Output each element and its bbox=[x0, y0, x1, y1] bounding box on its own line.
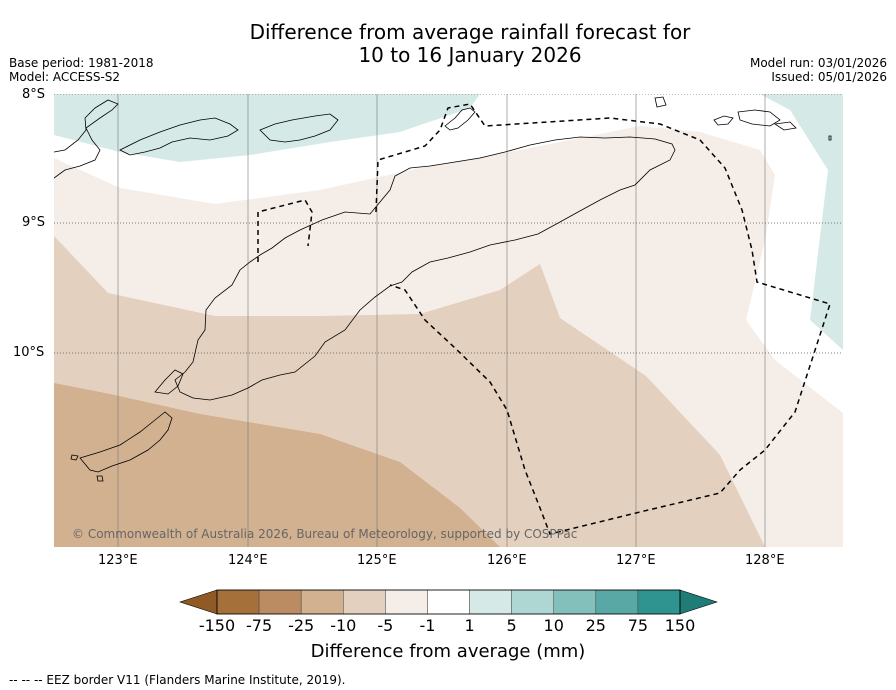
colorbar-title: Difference from average (mm) bbox=[310, 641, 586, 662]
model-name: Model: ACCESS-S2 bbox=[9, 70, 121, 84]
coastline-small-island-6 bbox=[96, 475, 104, 482]
region-dry-strong bbox=[54, 383, 500, 547]
title-line-2: 10 to 16 January 2026 bbox=[358, 43, 582, 67]
lon-label-126e: 126°E bbox=[487, 553, 527, 568]
coastline-atauro bbox=[444, 107, 476, 131]
eez-border bbox=[257, 103, 831, 535]
colorbar-tick-label: -5 bbox=[377, 616, 394, 635]
colorbar-tick-label: 10 bbox=[543, 616, 564, 635]
colorbar-tick-label: -25 bbox=[288, 616, 315, 635]
lon-label-128e: 128°E bbox=[745, 553, 785, 568]
base-period: Base period: 1981-2018 bbox=[9, 56, 154, 70]
colorbar-tick-label: 150 bbox=[664, 616, 696, 635]
footnote: -- -- -- EEZ border V11 (Flanders Marine… bbox=[9, 673, 346, 687]
map-area bbox=[54, 94, 843, 547]
coastline-rote bbox=[154, 369, 184, 395]
coastline-wetar bbox=[259, 113, 339, 143]
longitude-gridlines bbox=[117, 94, 766, 547]
region-wet-east bbox=[760, 94, 843, 350]
issued-date: Issued: 05/01/2026 bbox=[771, 70, 887, 84]
lat-label-9s: 9°S bbox=[22, 215, 46, 230]
coastline-alor bbox=[119, 117, 239, 156]
coastline-small-island-1 bbox=[654, 96, 667, 108]
colorbar-tick-label: -150 bbox=[198, 616, 236, 635]
coastline-flores-east bbox=[54, 99, 119, 179]
colorbar-tick-label: -1 bbox=[419, 616, 436, 635]
latitude-gridlines bbox=[54, 94, 843, 354]
region-wet-north bbox=[54, 94, 480, 162]
colorbar-tick-label: 5 bbox=[506, 616, 517, 635]
copyright-notice: © Commonwealth of Australia 2026, Bureau… bbox=[72, 527, 578, 541]
coastline-small-island-4 bbox=[773, 121, 797, 131]
colorbar-tick-label: -10 bbox=[330, 616, 357, 635]
colorbar-tick-label: 1 bbox=[464, 616, 475, 635]
lon-label-124e: 124°E bbox=[228, 553, 268, 568]
colorbar-tick-label: 75 bbox=[627, 616, 649, 635]
coastline-small-island-7 bbox=[828, 135, 832, 141]
lon-label-127e: 127°E bbox=[616, 553, 656, 568]
colorbar-tick-label: 25 bbox=[585, 616, 606, 635]
colorbar-tick-label: -75 bbox=[246, 616, 273, 635]
coastline-small-island-2 bbox=[713, 115, 734, 126]
lon-label-125e: 125°E bbox=[357, 553, 397, 568]
coastline-small-island-5 bbox=[70, 454, 79, 461]
model-run: Model run: 03/01/2026 bbox=[749, 56, 887, 70]
coastline-small-island-3 bbox=[737, 109, 781, 127]
coastline-southwest-island bbox=[79, 411, 173, 473]
coastline-timor bbox=[174, 136, 676, 401]
lat-label-8s: 8°S bbox=[22, 87, 46, 102]
coastlines bbox=[54, 96, 832, 482]
lon-label-123e: 123°E bbox=[98, 553, 138, 568]
lat-label-10s: 10°S bbox=[13, 345, 45, 360]
title-line-1: Difference from average rainfall forecas… bbox=[249, 20, 691, 44]
